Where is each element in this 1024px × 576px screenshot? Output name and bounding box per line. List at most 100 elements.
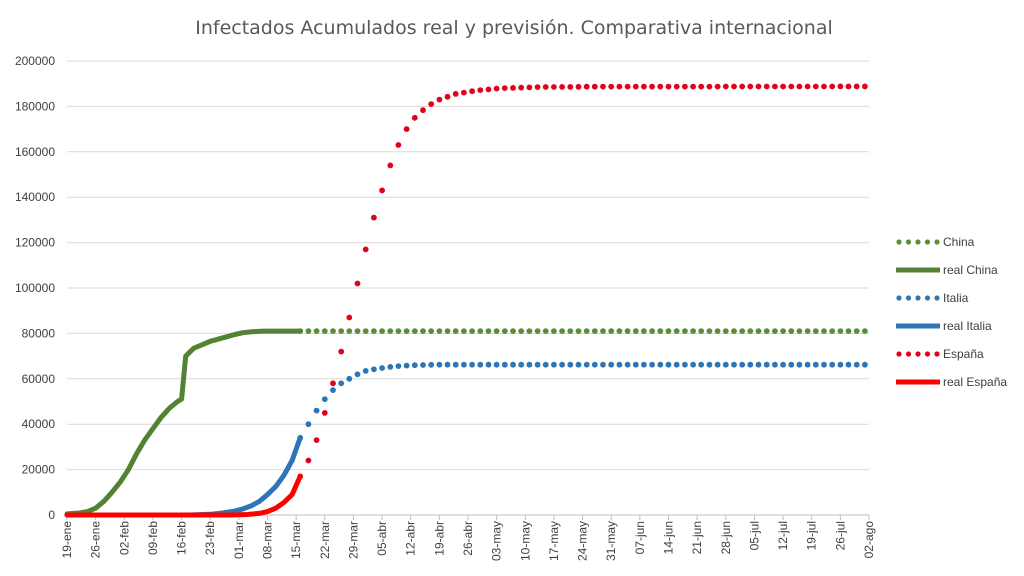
series-point bbox=[411, 328, 418, 334]
series-point bbox=[444, 93, 451, 100]
x-tick-label: 19-abr bbox=[432, 521, 446, 556]
series-point bbox=[575, 361, 582, 368]
series-point bbox=[371, 214, 377, 221]
series-point bbox=[698, 328, 705, 334]
series-point bbox=[682, 83, 688, 90]
series-point bbox=[616, 83, 623, 90]
x-tick-label: 03-may bbox=[490, 521, 504, 561]
series-point bbox=[518, 361, 525, 368]
series-point bbox=[534, 84, 541, 90]
legend-swatch bbox=[924, 295, 931, 301]
series-point bbox=[575, 83, 582, 90]
series-point bbox=[608, 361, 615, 368]
legend-swatch bbox=[905, 239, 912, 245]
series-point bbox=[510, 328, 516, 334]
series-point bbox=[829, 361, 836, 368]
series-point bbox=[420, 328, 426, 334]
series-point bbox=[600, 83, 606, 90]
x-tick-label: 26-abr bbox=[461, 521, 475, 556]
series-point bbox=[452, 91, 459, 97]
series-point bbox=[780, 361, 786, 368]
series-point bbox=[772, 328, 778, 334]
series-point bbox=[346, 375, 353, 382]
gridlines bbox=[67, 60, 869, 471]
series-point bbox=[305, 421, 312, 428]
series-point bbox=[526, 328, 533, 334]
series-point bbox=[591, 328, 598, 334]
series-point bbox=[853, 328, 860, 334]
series-point bbox=[755, 83, 762, 90]
series-point bbox=[714, 328, 721, 334]
series-point bbox=[649, 328, 655, 334]
series-point bbox=[763, 328, 770, 334]
series-point bbox=[624, 361, 631, 368]
series-point bbox=[559, 328, 565, 334]
series-point bbox=[698, 361, 705, 368]
series-point bbox=[338, 348, 345, 355]
series-point bbox=[763, 361, 770, 368]
legend-label: real China bbox=[943, 263, 998, 277]
series-point bbox=[518, 84, 525, 91]
series-point bbox=[461, 328, 467, 334]
series-point bbox=[403, 362, 410, 369]
series-real-china bbox=[64, 328, 303, 517]
x-tick-label: 26-jul bbox=[833, 521, 847, 550]
series-point bbox=[845, 328, 852, 334]
series-point bbox=[518, 328, 525, 334]
series-point bbox=[330, 328, 336, 334]
series-point bbox=[821, 361, 827, 368]
series-point bbox=[706, 83, 713, 90]
series-point bbox=[534, 361, 541, 368]
y-tick-label: 160000 bbox=[15, 145, 55, 159]
series-point bbox=[665, 83, 672, 90]
legend-item: real China bbox=[896, 263, 998, 277]
series-point bbox=[469, 88, 475, 95]
series-point bbox=[420, 362, 426, 368]
series-point bbox=[780, 83, 786, 90]
chart-title: Infectados Acumulados real y previsión. … bbox=[195, 17, 833, 39]
series-point bbox=[862, 83, 868, 90]
x-tick-label: 02-feb bbox=[117, 521, 131, 555]
series-point bbox=[551, 361, 557, 368]
legend-item: real España bbox=[896, 375, 1007, 389]
series-point bbox=[305, 457, 312, 464]
series-point bbox=[608, 83, 615, 90]
series-point bbox=[428, 101, 435, 107]
series-point bbox=[485, 86, 492, 93]
series-point bbox=[632, 83, 639, 90]
legend-item: España bbox=[896, 347, 984, 361]
legend: China real China Italia real Italia España re… bbox=[896, 235, 1007, 389]
legend-swatch bbox=[896, 239, 902, 245]
series-point bbox=[330, 380, 336, 387]
series-point bbox=[747, 361, 754, 368]
x-tick-label: 26-ene bbox=[89, 521, 103, 559]
x-tick-label: 28-jun bbox=[719, 521, 733, 554]
series-point bbox=[313, 437, 320, 443]
series-line bbox=[64, 473, 303, 518]
legend-swatch bbox=[934, 239, 940, 245]
series-point bbox=[575, 328, 582, 334]
series-point bbox=[788, 83, 795, 90]
legend-swatch bbox=[905, 351, 912, 357]
series-point bbox=[821, 328, 827, 334]
x-tick-label: 02-ago bbox=[862, 521, 876, 559]
legend-label: España bbox=[943, 347, 984, 361]
series-point bbox=[722, 83, 729, 90]
series-point bbox=[321, 410, 328, 416]
series-point bbox=[632, 328, 639, 334]
x-tick-label: 01-mar bbox=[232, 521, 246, 559]
series-point bbox=[510, 361, 516, 368]
series-point bbox=[501, 328, 508, 334]
series-point bbox=[853, 83, 860, 90]
legend-label: China bbox=[943, 235, 975, 249]
series-point bbox=[362, 368, 369, 374]
series-point bbox=[772, 361, 778, 368]
legend-label: real España bbox=[943, 375, 1007, 389]
series-point bbox=[739, 328, 746, 334]
x-tick-label: 16-feb bbox=[175, 521, 189, 555]
series-italia bbox=[297, 361, 868, 441]
series-point bbox=[682, 361, 688, 368]
series-point bbox=[706, 328, 713, 334]
legend-item: China bbox=[896, 235, 975, 249]
series-point bbox=[747, 328, 754, 334]
